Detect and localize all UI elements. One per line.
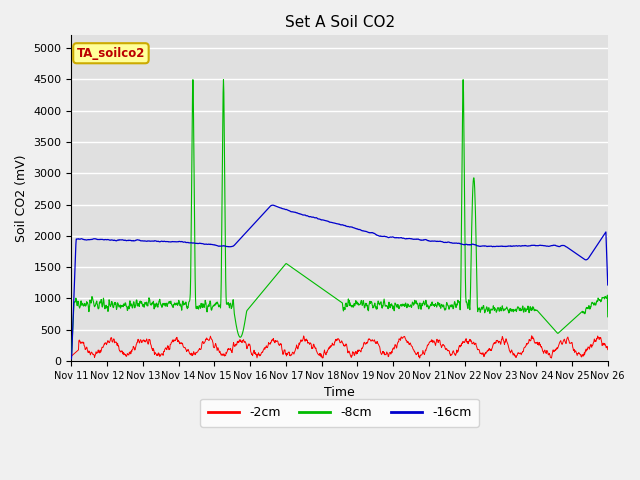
- Y-axis label: Soil CO2 (mV): Soil CO2 (mV): [15, 155, 28, 242]
- Text: TA_soilco2: TA_soilco2: [77, 47, 145, 60]
- Legend: -2cm, -8cm, -16cm: -2cm, -8cm, -16cm: [200, 398, 479, 427]
- X-axis label: Time: Time: [324, 386, 355, 399]
- Title: Set A Soil CO2: Set A Soil CO2: [285, 15, 395, 30]
